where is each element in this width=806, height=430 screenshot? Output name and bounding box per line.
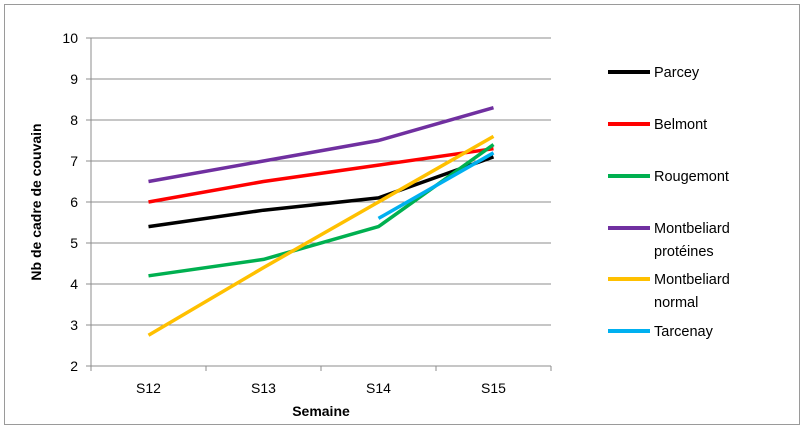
x-tick-label: S13 xyxy=(251,380,276,396)
series-line-montbeliard-prot-ines xyxy=(148,106,494,184)
series-line-tarcenay xyxy=(377,151,495,220)
series-line-belmont xyxy=(148,146,494,204)
y-tick-label: 5 xyxy=(70,235,78,251)
series-line-montbeliard-normal xyxy=(147,134,495,337)
legend-label-montbeliard-prot-ines: Montbeliard xyxy=(654,221,730,237)
legend-label-tarcenay: Tarcenay xyxy=(654,324,714,340)
legend-label-montbeliard-prot-ines: protéines xyxy=(654,244,714,260)
chart-frame xyxy=(4,4,800,425)
x-tick-labels: S12 S13 S14 S15 xyxy=(136,380,506,396)
legend-label-rougemont: Rougemont xyxy=(654,169,729,185)
legend-label-belmont: Belmont xyxy=(654,117,707,133)
x-tick-label: S14 xyxy=(366,380,391,396)
y-tick-label: 3 xyxy=(70,317,78,333)
x-tick-label: S12 xyxy=(136,380,161,396)
series-line-parcey xyxy=(148,155,495,229)
y-tick-label: 8 xyxy=(70,112,78,128)
x-tick-label: S15 xyxy=(481,380,506,396)
legend-label-montbeliard-normal: normal xyxy=(654,295,698,311)
y-tick-label: 4 xyxy=(70,276,78,292)
y-tick-label: 9 xyxy=(70,71,78,87)
axes xyxy=(90,38,551,367)
y-axis-title: Nb de cadre de couvain xyxy=(28,123,44,280)
y-tick-label: 10 xyxy=(62,30,78,46)
y-tick-label: 2 xyxy=(70,358,78,374)
legend-label-parcey: Parcey xyxy=(654,65,700,81)
legend-label-montbeliard-normal: Montbeliard xyxy=(654,272,730,288)
y-tick-label: 6 xyxy=(70,194,78,210)
y-tick-labels: 2 3 4 5 6 7 8 9 10 xyxy=(62,30,78,374)
series-lines xyxy=(147,106,495,337)
x-axis-title: Semaine xyxy=(292,403,350,419)
legend: Parcey Belmont Rougemont Montbeliard protéin… xyxy=(608,65,730,340)
y-tick-label: 7 xyxy=(70,153,78,169)
